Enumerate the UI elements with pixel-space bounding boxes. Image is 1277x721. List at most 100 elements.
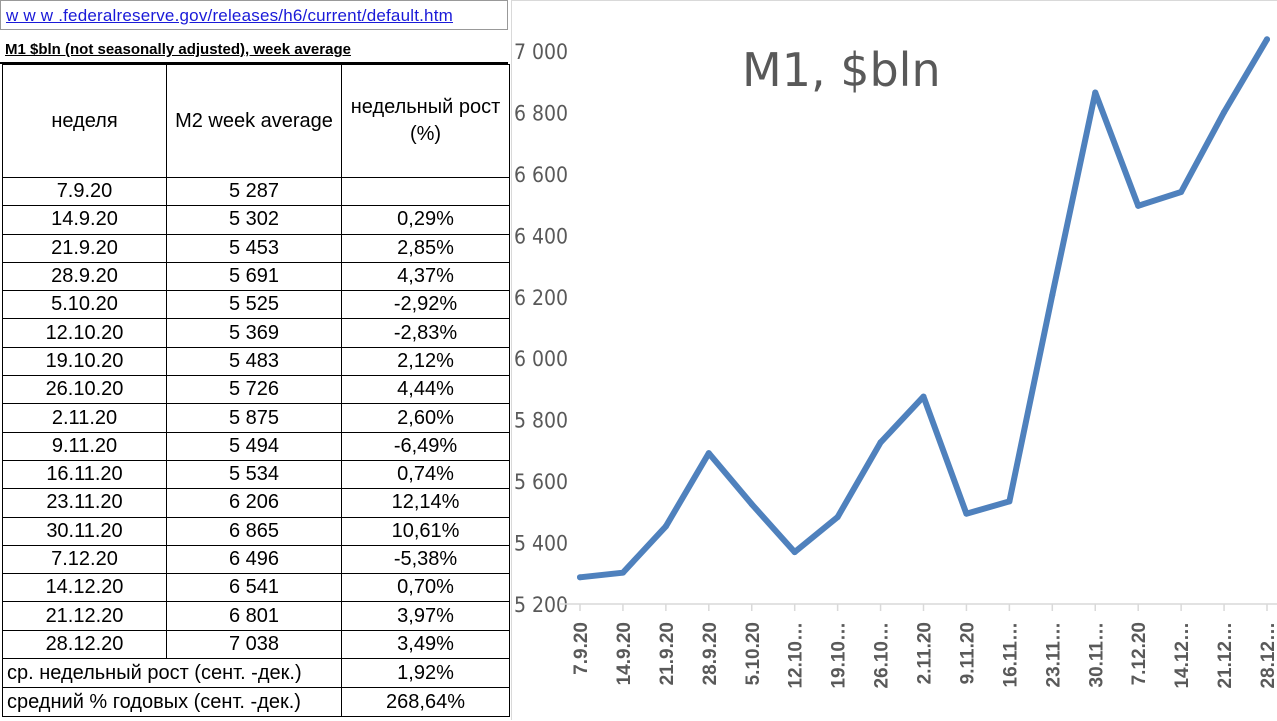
cell-m2-average: 5 525 [166,290,342,320]
table-row: 2.11.20 5 875 2,60% [2,403,510,433]
cell-growth: -2,92% [341,290,510,320]
series-line [577,36,1270,581]
summary-value: 268,64% [341,687,510,718]
cell-week: 21.9.20 [2,233,167,263]
data-point [1135,202,1142,209]
cell-growth: -2,83% [341,318,510,348]
cell-m2-average: 5 287 [166,176,342,207]
cell-week: 5.10.20 [2,290,167,320]
y-tick-label: 6 000 [514,347,568,371]
data-point [1092,89,1099,96]
x-tick-label: 19.10… [829,622,850,689]
cell-m2-average: 5 494 [166,431,342,461]
data-point [619,569,626,576]
summary-value: 1,92% [341,658,510,689]
x-tick-label: 5.10.20 [743,622,764,685]
cell-m2-average: 6 496 [166,544,342,575]
cell-growth: 3,97% [341,601,510,631]
cell-growth: 0,74% [341,459,510,490]
data-point [791,549,798,556]
table-row: 5.10.20 5 525 -2,92% [2,290,510,320]
cell-m2-average: 6 206 [166,488,342,518]
header-week: неделя [2,64,167,178]
cell-m2-average: 6 801 [166,601,342,631]
cell-week: 2.11.20 [2,403,167,433]
cell-m2-average: 5 483 [166,346,342,377]
summary-label: ср. недельный рост (сент. -дек.) [2,658,342,689]
data-point [1178,189,1185,196]
data-point [1006,498,1013,505]
x-tick-label: 21.9.20 [657,622,678,685]
x-tick-label: 28.9.20 [700,622,721,685]
cell-week: 14.12.20 [2,573,167,603]
y-tick-label: 5 800 [514,409,568,433]
table-row: 7.9.20 5 287 [2,176,510,207]
data-point [577,574,583,581]
cell-growth: 10,61% [341,516,510,546]
cell-week: 21.12.20 [2,601,167,631]
cell-m2-average: 6 865 [166,516,342,546]
cell-m2-average: 5 691 [166,261,342,292]
cell-m2-average: 5 875 [166,403,342,433]
x-tick-label: 12.10… [786,622,807,689]
table-header-row: неделя M2 week average недельный рост (%… [2,64,510,178]
x-tick-label: 23.11… [1043,622,1064,688]
data-table-panel: w w w .federalreserve.gov/releases/h6/cu… [0,0,510,720]
table-body: 7.9.20 5 287 14.9.20 5 302 0,29% 21.9.20 5 453… [2,176,510,660]
data-point [748,501,755,508]
y-tick-label: 5 400 [514,532,568,556]
y-tick-label: 6 400 [514,224,568,248]
cell-growth: 2,60% [341,403,510,433]
cell-m2-average: 5 453 [166,233,342,263]
table-row: 14.12.20 6 541 0,70% [2,573,510,603]
cell-week: 16.11.20 [2,459,167,490]
header-m2-week-average: M2 week average [166,64,342,178]
cell-week: 28.9.20 [2,261,167,292]
cell-m2-average: 5 369 [166,318,342,348]
weekly-data-table: неделя M2 week average недельный рост (%… [2,64,510,718]
cell-growth: 2,85% [341,233,510,263]
data-point [834,514,841,521]
cell-m2-average: 5 302 [166,205,342,235]
summary-row-annual: средний % годовых (сент. -дек.) 268,64% [2,687,510,718]
cell-growth: 12,14% [341,488,510,518]
data-point [920,393,927,400]
cell-m2-average: 5 726 [166,375,342,405]
source-link-row: w w w .federalreserve.gov/releases/h6/cu… [0,0,508,30]
cell-week: 7.12.20 [2,544,167,575]
cell-growth [341,176,510,207]
cell-m2-average: 7 038 [166,629,342,660]
table-row: 7.12.20 6 496 -5,38% [2,544,510,575]
cell-week: 26.10.20 [2,375,167,405]
cell-growth: 3,49% [341,629,510,660]
x-tick-label: 26.10… [872,622,893,689]
table-row: 14.9.20 5 302 0,29% [2,205,510,235]
header-weekly-growth: недельный рост (%) [341,64,510,178]
table-row: 28.9.20 5 691 4,37% [2,261,510,292]
x-tick-label: 16.11… [1000,622,1021,688]
source-link[interactable]: w w w .federalreserve.gov/releases/h6/cu… [6,6,453,25]
cell-m2-average: 5 534 [166,459,342,490]
table-subtitle: M1 $bln (not seasonally adjusted), week … [0,30,508,64]
x-tick-label: 9.11.20 [957,622,978,684]
cell-growth: 0,70% [341,573,510,603]
table-row: 12.10.20 5 369 -2,83% [2,318,510,348]
y-tick-label: 6 200 [514,286,568,310]
y-tick-label: 7 000 [514,40,568,64]
m1-line-chart: M1, $bln 5 200 5 400 5 600 5 800 6 000 6 200 6… [514,36,1277,689]
cell-growth: -6,49% [341,431,510,461]
data-point [705,450,712,457]
table-row: 19.10.20 5 483 2,12% [2,346,510,377]
y-axis: 5 200 5 400 5 600 5 800 6 000 6 200 6 400 6 600… [514,40,568,617]
data-point [662,523,669,530]
y-tick-label: 5 600 [514,470,568,494]
cell-week: 23.11.20 [2,488,167,518]
summary-row-weekly: ср. недельный рост (сент. -дек.) 1,92% [2,658,510,689]
data-point [1221,109,1228,116]
cell-m2-average: 6 541 [166,573,342,603]
cell-growth: 4,37% [341,261,510,292]
data-point [1264,36,1270,43]
table-row: 30.11.20 6 865 10,61% [2,516,510,546]
x-tick-label: 14.9.20 [614,622,635,685]
cell-growth: 4,44% [341,375,510,405]
